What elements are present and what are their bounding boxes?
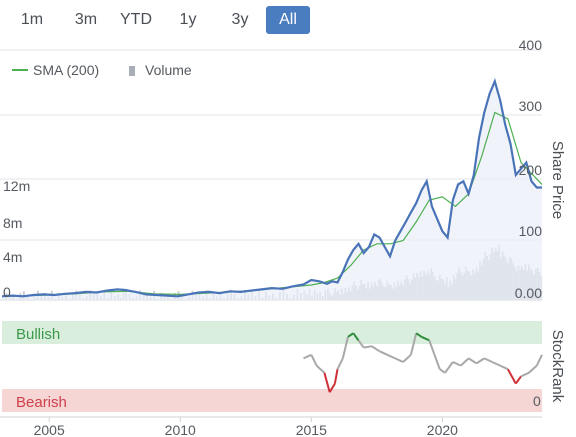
x-tick-label: 2020 bbox=[427, 422, 458, 437]
bearish-label: Bearish bbox=[16, 394, 67, 411]
stockrank-segment bbox=[535, 354, 543, 367]
stockrank-segment bbox=[303, 353, 312, 360]
stockrank-segment bbox=[528, 364, 538, 374]
stockrank-segment bbox=[520, 371, 530, 378]
stockrank-segment bbox=[363, 345, 372, 349]
stockrank-segment bbox=[452, 361, 462, 367]
stockrank-segment bbox=[514, 375, 522, 385]
bearish-band bbox=[2, 389, 542, 412]
stockrank-segment bbox=[371, 345, 381, 353]
bullish-label: Bullish bbox=[16, 326, 60, 343]
volume-tick-8m: 8m bbox=[3, 215, 22, 231]
stockrank-segment bbox=[420, 335, 430, 342]
price-tick-100: 100 bbox=[519, 223, 543, 239]
stockrank-segment bbox=[315, 364, 326, 374]
stockrank-segment bbox=[491, 361, 501, 367]
stockrank-segment bbox=[323, 372, 331, 393]
stockrank-segment bbox=[433, 354, 441, 370]
stockrank-segment bbox=[409, 332, 418, 356]
stockrank-panel: Bullish Bearish 0 StockRank bbox=[2, 321, 566, 412]
range-button-ytd[interactable]: YTD bbox=[120, 11, 152, 28]
x-tick-label: 2010 bbox=[165, 422, 196, 437]
stockrank-segment bbox=[483, 357, 493, 363]
range-button-3y[interactable]: 3y bbox=[231, 11, 249, 28]
stockrank-tick-0: 0 bbox=[533, 393, 541, 409]
stockrank-segment bbox=[415, 332, 422, 338]
stockrank-segment bbox=[460, 357, 470, 367]
stockrank-segment bbox=[328, 383, 336, 393]
stockrank-segment bbox=[336, 357, 344, 370]
stockrank-segment bbox=[333, 369, 339, 384]
stockrank-segment bbox=[428, 340, 436, 356]
stockrank-axis-label: StockRank bbox=[549, 330, 566, 403]
stockrank-segment bbox=[507, 368, 517, 385]
range-button-all[interactable]: All bbox=[266, 6, 310, 34]
x-tick-label: 2015 bbox=[296, 422, 327, 437]
volume-tick-12m: 12m bbox=[3, 178, 30, 194]
stockrank-segment bbox=[379, 350, 388, 356]
range-button-1y[interactable]: 1y bbox=[179, 11, 197, 28]
share-price-axis-label: Share Price bbox=[549, 141, 566, 219]
x-tick-label: 2005 bbox=[34, 422, 65, 437]
stockrank-segment bbox=[468, 357, 478, 365]
bullish-band bbox=[2, 321, 542, 344]
stockrank-segment bbox=[347, 332, 354, 338]
range-button-3m[interactable]: 3m bbox=[74, 11, 98, 28]
bar-icon bbox=[129, 66, 135, 76]
price-tick-300: 300 bbox=[519, 98, 543, 114]
stockrank-segment bbox=[341, 336, 349, 359]
stockrank-segment bbox=[439, 368, 446, 374]
legend-volume-label[interactable]: Volume bbox=[145, 62, 192, 78]
legend-sma-label[interactable]: SMA (200) bbox=[33, 62, 99, 78]
price-line bbox=[1, 77, 542, 298]
stockrank-line bbox=[303, 332, 543, 393]
stockrank-segment bbox=[444, 361, 454, 374]
range-selector: 1m 3m YTD 1y 3y All bbox=[0, 0, 320, 40]
price-tick-400: 400 bbox=[519, 37, 543, 53]
stockrank-segment bbox=[386, 353, 396, 360]
volume-tick-4m: 4m bbox=[3, 249, 22, 265]
chart-legend: SMA (200) Volume bbox=[12, 62, 192, 78]
stockrank-segment bbox=[310, 354, 318, 367]
stockrank-segment bbox=[357, 339, 365, 349]
stockrank-segment bbox=[352, 332, 360, 341]
price-area-fill bbox=[2, 81, 542, 300]
price-tick-0: 0.00 bbox=[515, 285, 542, 301]
stockrank-segment bbox=[499, 364, 509, 371]
stockrank-segment bbox=[475, 357, 485, 365]
stockrank-segment bbox=[394, 357, 404, 363]
x-axis-ticks: 2005 2010 2015 2020 bbox=[34, 417, 458, 437]
range-button-1m[interactable]: 1m bbox=[20, 11, 44, 28]
stockrank-segment bbox=[402, 354, 412, 363]
volume-tick-0: 0 bbox=[3, 284, 11, 300]
price-tick-200: 200 bbox=[519, 162, 543, 178]
